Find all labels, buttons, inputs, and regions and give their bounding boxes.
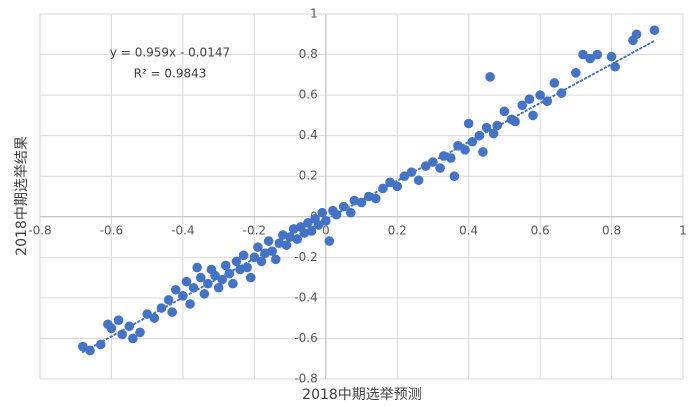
x-tick-label: 0.4: [459, 223, 478, 237]
point: [592, 49, 603, 60]
point: [224, 268, 235, 279]
x-tick-label: 0.2: [388, 223, 407, 237]
point: [535, 90, 545, 100]
point: [128, 333, 138, 344]
point: [220, 260, 231, 271]
point: [188, 282, 199, 293]
point: [524, 94, 535, 104]
point: [317, 207, 328, 218]
point: [303, 218, 313, 228]
point: [463, 118, 474, 129]
y-tick-label: 0.4: [299, 128, 318, 142]
point: [263, 236, 274, 246]
y-tick-label: 0.6: [299, 88, 318, 102]
point: [95, 339, 106, 350]
x-tick-label: -0.8: [28, 223, 51, 237]
point: [499, 106, 510, 117]
point: [106, 323, 117, 334]
point: [631, 29, 642, 40]
y-tick-label: -0.8: [294, 372, 317, 386]
point: [163, 295, 174, 305]
y-tick-label: -0.2: [294, 250, 317, 264]
x-axis-title: 2018中期选举预测: [302, 387, 422, 403]
point: [181, 276, 192, 287]
y-tick-label: -0.6: [294, 331, 317, 345]
trendline: [81, 39, 656, 353]
point: [585, 53, 595, 64]
y-tick-label: -0.4: [294, 290, 317, 304]
point: [113, 315, 124, 325]
point: [549, 78, 560, 88]
point: [167, 307, 177, 317]
point: [345, 207, 356, 218]
point: [292, 234, 303, 244]
point: [435, 163, 445, 173]
point: [649, 25, 660, 36]
r-squared: R² = 0.9843: [134, 67, 207, 81]
point: [195, 272, 206, 283]
point: [510, 116, 520, 127]
point: [556, 88, 567, 98]
point: [460, 145, 470, 155]
point: [446, 153, 456, 163]
point: [449, 171, 460, 182]
y-axis-title: 2018中期选举结果: [14, 136, 30, 256]
point: [217, 274, 227, 285]
point: [256, 256, 267, 267]
point: [185, 299, 195, 309]
point: [338, 201, 349, 212]
point: [578, 49, 588, 60]
point: [606, 51, 617, 62]
point: [356, 197, 367, 208]
point: [142, 309, 152, 319]
x-tick-label: -0.6: [100, 223, 123, 237]
point: [253, 242, 263, 252]
x-tick-label: 1: [679, 223, 687, 237]
point: [238, 250, 249, 261]
point: [135, 327, 145, 338]
point: [245, 272, 256, 283]
point: [481, 122, 492, 133]
point: [324, 236, 335, 246]
point: [228, 278, 238, 289]
y-tick-label: 1: [310, 7, 318, 21]
point: [517, 100, 528, 111]
point: [85, 345, 95, 356]
point: [392, 181, 403, 192]
x-tick-label: -0.2: [243, 223, 266, 237]
point: [528, 110, 538, 121]
point: [267, 246, 277, 257]
point: [231, 256, 242, 267]
point: [178, 291, 188, 301]
point: [270, 254, 281, 265]
point: [199, 289, 210, 299]
point: [213, 282, 224, 293]
y-tick-label: 0.8: [299, 47, 318, 61]
point: [488, 128, 499, 139]
point: [192, 262, 202, 273]
x-tick-label: 0.8: [602, 223, 621, 237]
point: [485, 72, 495, 82]
point: [149, 313, 160, 323]
x-tick-label: 0.6: [531, 223, 550, 237]
equation: y = 0.959x - 0.0147: [110, 46, 230, 60]
point: [203, 278, 213, 289]
plot: -0.8-0.6-0.4-0.200.20.40.60.81-0.8-0.6-0…: [28, 7, 687, 386]
point: [413, 175, 424, 186]
x-tick-label: -0.4: [171, 223, 194, 237]
point: [370, 193, 381, 204]
point: [478, 147, 488, 157]
point: [78, 341, 88, 352]
point: [571, 68, 581, 78]
point: [242, 262, 252, 273]
point: [170, 284, 181, 295]
y-tick-label: 0.2: [299, 169, 318, 183]
point: [385, 177, 395, 188]
